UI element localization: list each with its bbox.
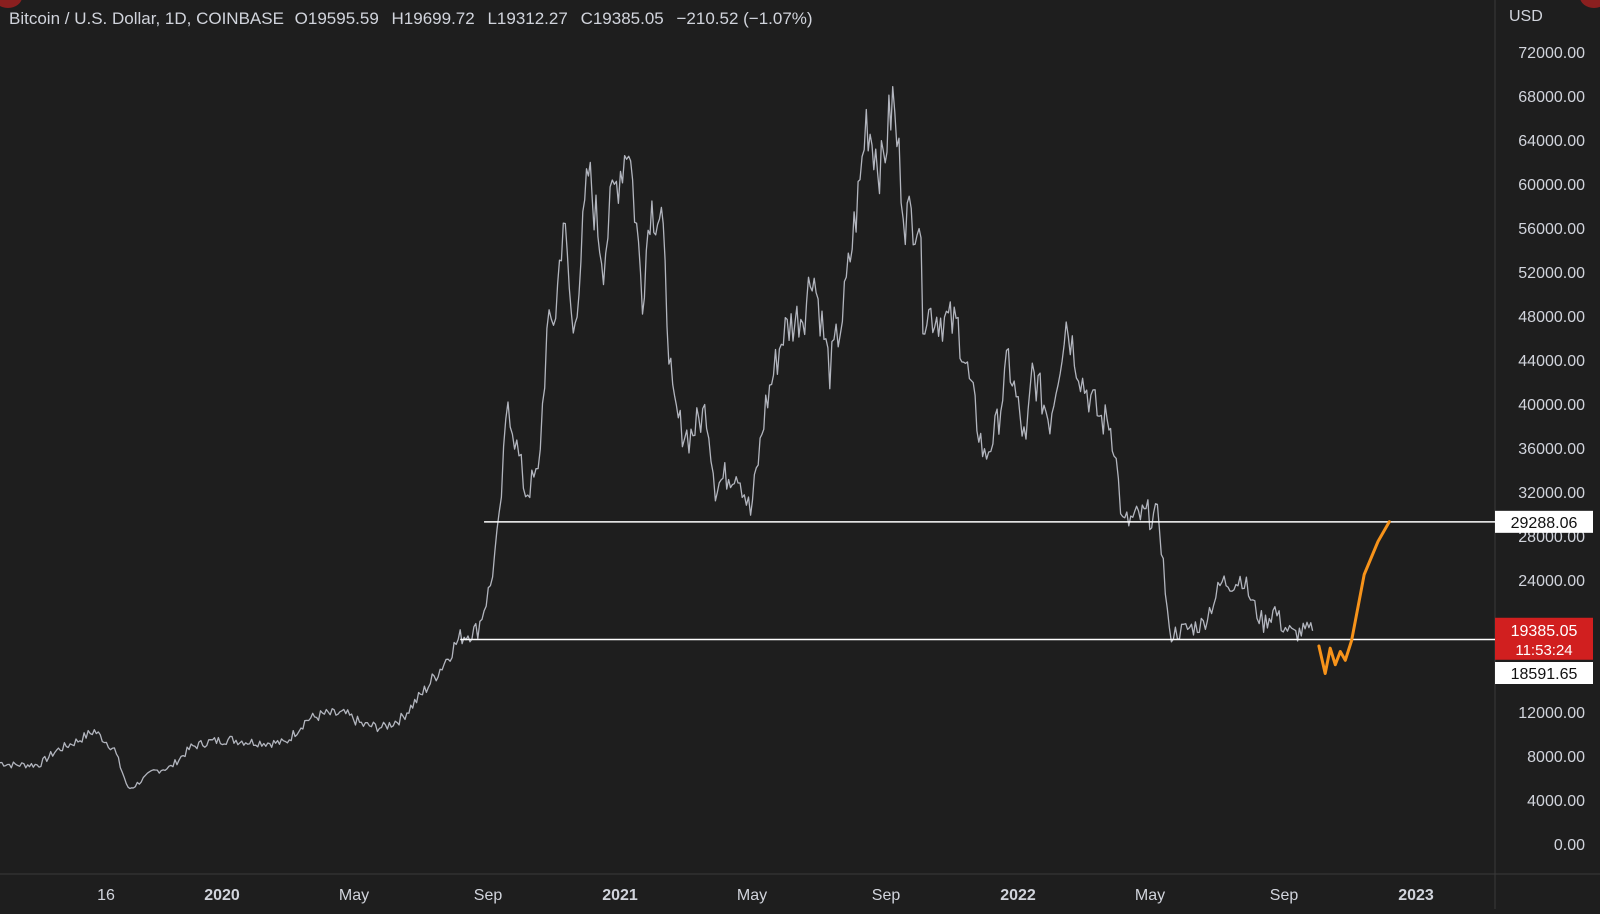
price-tick-label: 48000.00 [1518,309,1585,326]
time-axis: 16 2020 May Sep 2021 May Sep 2022 May Sep 2023 [97,887,1434,904]
upper-level-badge-bg [1495,510,1593,533]
lower-level-price: 18591.65 [1511,666,1578,683]
lower-level-badge: 18591.65 [1495,662,1593,684]
time-tick-label: Sep [474,887,503,904]
time-tick-label: 2023 [1398,887,1434,904]
price-tick-label: 56000.00 [1518,221,1585,238]
price-axis-currency: USD [1509,8,1543,25]
symbol-title: Bitcoin / U.S. Dollar, 1D, COINBASE [9,9,284,28]
projection-drawing [1317,520,1391,675]
price-tick-label: 68000.00 [1518,89,1585,106]
time-tick-label: May [1135,887,1165,904]
bar-countdown: 11:53:24 [1515,642,1572,659]
ohlc-high: H19699.72 [391,9,475,28]
corner-indicator [0,0,22,8]
current-price-value: 19385.05 [1511,623,1578,640]
current-price-badge: 19385.05 11:53:24 [1495,617,1593,660]
time-tick-label: 2022 [1000,887,1036,904]
time-tick-label: 16 [97,887,115,904]
price-tick-label: 52000.00 [1518,265,1585,282]
time-tick-label: May [339,887,369,904]
time-tick-label: Sep [1270,887,1299,904]
upper-level-price: 29288.06 [1511,515,1578,532]
price-tick-label: 4000.00 [1527,793,1585,810]
symbol-legend: Bitcoin / U.S. Dollar, 1D, COINBASE O195… [9,9,819,29]
upper-level-badge: 29288.06 [1495,510,1593,533]
time-tick-label: May [737,887,767,904]
lower-level-badge-bg [1495,662,1593,684]
ohlc-low: L19312.27 [487,9,568,28]
corner-indicator [1580,0,1600,8]
price-tick-label: 36000.00 [1518,441,1585,458]
ohlc-open: O19595.59 [294,9,379,28]
price-tick-label: 28000.00 [1518,529,1585,546]
current-price-badge-bg [1495,617,1593,660]
price-tick-label: 32000.00 [1518,485,1585,502]
ohlc-change: −210.52 (−1.07%) [676,9,813,28]
price-tick-label: 8000.00 [1527,749,1585,766]
price-series-line [0,85,1314,790]
ohlc-close: C19385.05 [580,9,664,28]
time-tick-label: 2020 [204,887,240,904]
price-tick-label: 0.00 [1554,837,1585,854]
price-tick-label: 24000.00 [1518,573,1585,590]
time-tick-label: 2021 [602,887,638,904]
price-tick-label: 12000.00 [1518,705,1585,722]
price-tick-label: 64000.00 [1518,133,1585,150]
price-axis: USD 72000.00 68000.00 64000.00 60000.00 56000… [1509,8,1585,854]
time-tick-label: Sep [872,887,901,904]
price-tick-label: 72000.00 [1518,45,1585,62]
price-tick-label: 44000.00 [1518,353,1585,370]
price-tick-label: 40000.00 [1518,397,1585,414]
price-tick-label: 60000.00 [1518,177,1585,194]
